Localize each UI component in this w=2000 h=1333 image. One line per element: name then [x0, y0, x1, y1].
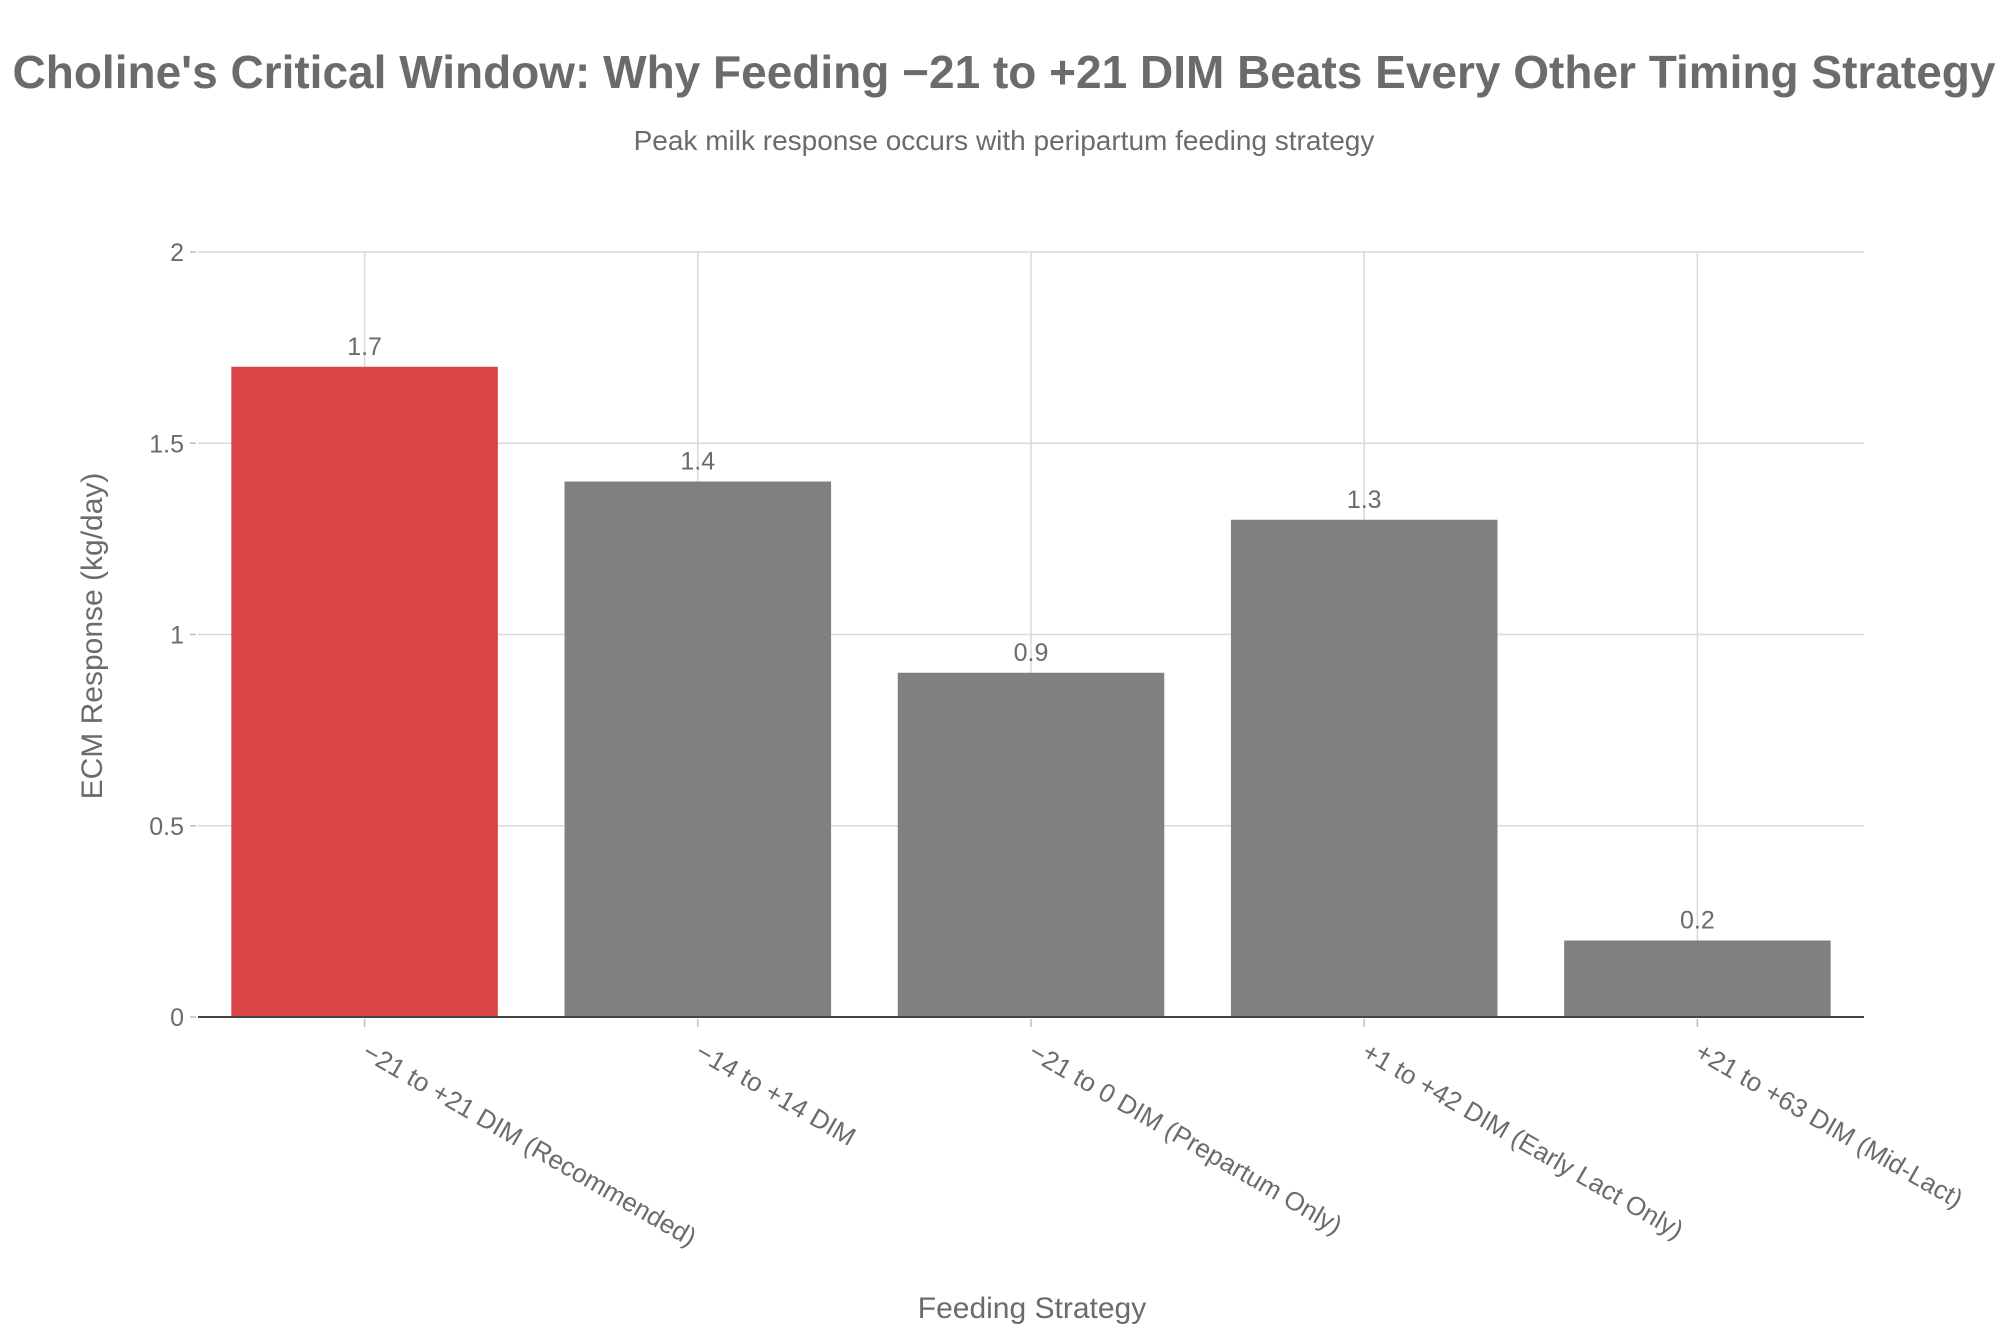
bar — [897, 672, 1165, 1017]
data-label: 1.3 — [1347, 486, 1382, 514]
bar — [1564, 940, 1831, 1017]
data-labels: 1.7 1.4 0.9 1.3 0.2 — [347, 333, 1715, 935]
x-axis: −21 to +21 DIM (Recommended)−14 to +14 D… — [198, 1016, 1968, 1252]
y-tick-label: 1.5 — [149, 430, 184, 458]
chart-subtitle: Peak milk response occurs with peripartu… — [634, 125, 1375, 156]
data-label: 0.9 — [1014, 639, 1049, 667]
y-axis: 0 0.5 1 1.5 2 — [149, 239, 196, 1032]
y-tick-label: 0 — [170, 1004, 184, 1032]
y-axis-title: ECM Response (kg/day) — [76, 473, 109, 800]
chart-title: Choline's Critical Window: Why Feeding −… — [13, 46, 1996, 98]
data-label: 1.7 — [347, 333, 382, 361]
x-tick-label: −14 to +14 DIM — [691, 1036, 861, 1152]
x-tick-label: −21 to +21 DIM (Recommended) — [358, 1036, 702, 1252]
data-label: 0.2 — [1680, 907, 1715, 935]
y-tick-label: 2 — [170, 239, 184, 267]
y-tick-label: 1 — [170, 622, 184, 650]
bar — [231, 366, 498, 1017]
y-tick-label: 0.5 — [149, 813, 184, 841]
x-tick-label: +21 to +63 DIM (Mid-Lact) — [1690, 1036, 1968, 1214]
x-tick-label: +1 to +42 DIM (Early Lact Only) — [1357, 1036, 1689, 1245]
data-label: 1.4 — [680, 448, 715, 476]
x-tick-label: −21 to 0 DIM (Prepartum Only) — [1024, 1036, 1347, 1240]
x-axis-title: Feeding Strategy — [918, 1292, 1146, 1325]
bar — [1230, 519, 1498, 1017]
bar — [564, 481, 832, 1017]
bars — [231, 366, 1831, 1017]
